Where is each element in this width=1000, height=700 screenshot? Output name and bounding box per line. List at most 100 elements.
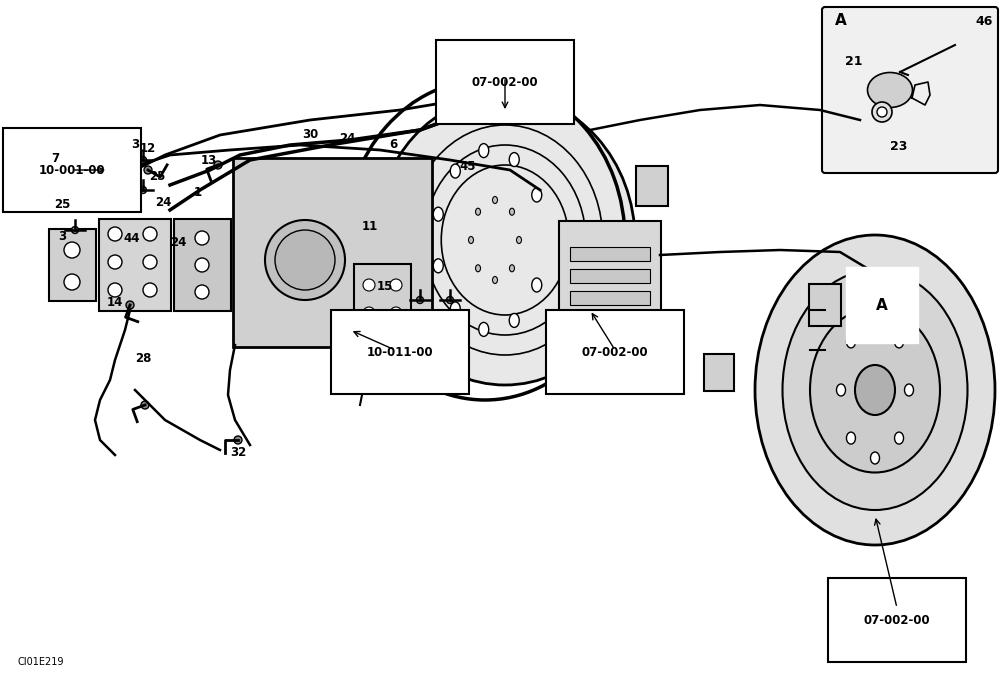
Ellipse shape [509, 208, 514, 215]
Ellipse shape [782, 270, 968, 510]
Circle shape [143, 255, 157, 269]
Ellipse shape [904, 384, 914, 396]
Circle shape [143, 227, 157, 241]
Ellipse shape [450, 302, 460, 316]
Text: 6: 6 [389, 139, 397, 151]
FancyBboxPatch shape [99, 219, 171, 311]
Ellipse shape [479, 144, 489, 158]
Circle shape [363, 279, 375, 291]
Text: 14: 14 [107, 295, 123, 309]
Text: A: A [835, 13, 847, 28]
Text: 23: 23 [890, 140, 907, 153]
FancyBboxPatch shape [704, 354, 734, 391]
Text: 3: 3 [58, 230, 66, 244]
Ellipse shape [479, 323, 489, 337]
Circle shape [195, 258, 209, 272]
Text: 46: 46 [975, 15, 992, 28]
Ellipse shape [868, 73, 912, 108]
Circle shape [214, 161, 222, 169]
Text: 11: 11 [362, 220, 378, 234]
Text: 24: 24 [339, 132, 355, 144]
Circle shape [108, 227, 122, 241]
Circle shape [144, 166, 152, 174]
Text: 3: 3 [131, 139, 139, 151]
Ellipse shape [836, 384, 846, 396]
Circle shape [108, 283, 122, 297]
Text: 07-002-00: 07-002-00 [582, 346, 648, 358]
Circle shape [195, 231, 209, 245]
Circle shape [108, 255, 122, 269]
Bar [570, 269, 650, 283]
Text: 07-002-00: 07-002-00 [864, 613, 930, 626]
Circle shape [366, 311, 374, 319]
Ellipse shape [509, 153, 519, 167]
Text: 21: 21 [845, 55, 862, 68]
Circle shape [72, 202, 78, 209]
Ellipse shape [492, 276, 498, 284]
Ellipse shape [433, 207, 443, 221]
Ellipse shape [810, 307, 940, 472]
Text: 24: 24 [170, 235, 186, 248]
Ellipse shape [399, 279, 411, 291]
FancyBboxPatch shape [174, 219, 231, 311]
Text: A: A [876, 298, 888, 312]
FancyBboxPatch shape [49, 229, 96, 301]
Circle shape [390, 279, 402, 291]
Circle shape [126, 301, 134, 309]
Ellipse shape [877, 107, 887, 117]
Circle shape [234, 436, 242, 444]
Text: 24: 24 [155, 197, 171, 209]
Ellipse shape [870, 452, 880, 464]
Text: 07-002-00: 07-002-00 [472, 76, 538, 88]
FancyBboxPatch shape [559, 221, 661, 318]
Ellipse shape [468, 237, 474, 244]
Text: 1: 1 [194, 186, 202, 199]
Ellipse shape [846, 336, 855, 348]
Text: CI01E219: CI01E219 [18, 657, 64, 667]
Circle shape [143, 283, 157, 297]
Ellipse shape [855, 365, 895, 415]
Circle shape [72, 227, 78, 234]
Text: 25: 25 [54, 199, 70, 211]
Ellipse shape [532, 188, 542, 202]
Circle shape [363, 307, 375, 319]
Bar [570, 291, 650, 305]
Bar [570, 247, 650, 261]
Text: 30: 30 [302, 129, 318, 141]
FancyBboxPatch shape [354, 264, 411, 331]
Ellipse shape [509, 265, 514, 272]
Circle shape [141, 401, 149, 409]
Ellipse shape [275, 230, 335, 290]
Circle shape [416, 297, 424, 304]
Ellipse shape [450, 164, 460, 178]
Circle shape [140, 157, 146, 164]
Circle shape [140, 186, 146, 193]
FancyBboxPatch shape [636, 166, 668, 206]
Ellipse shape [476, 265, 481, 272]
Circle shape [64, 242, 80, 258]
Text: 28: 28 [135, 351, 151, 365]
FancyBboxPatch shape [233, 158, 432, 347]
Ellipse shape [375, 95, 635, 385]
Circle shape [446, 297, 454, 304]
Text: 13: 13 [201, 153, 217, 167]
Text: 15: 15 [377, 281, 393, 293]
Ellipse shape [870, 316, 880, 328]
Text: 32: 32 [230, 445, 246, 458]
Ellipse shape [509, 314, 519, 328]
Text: 44: 44 [124, 232, 140, 244]
Ellipse shape [846, 432, 855, 444]
Text: 10-001-00: 10-001-00 [39, 164, 105, 176]
Ellipse shape [895, 432, 904, 444]
Ellipse shape [379, 279, 391, 291]
Ellipse shape [492, 197, 498, 204]
Circle shape [195, 285, 209, 299]
Ellipse shape [755, 235, 995, 545]
Ellipse shape [516, 237, 522, 244]
Ellipse shape [532, 278, 542, 292]
Text: 10-011-00: 10-011-00 [367, 346, 433, 358]
Text: 7: 7 [51, 151, 59, 164]
Text: 45: 45 [460, 160, 476, 174]
Ellipse shape [872, 102, 892, 122]
Circle shape [64, 274, 80, 290]
